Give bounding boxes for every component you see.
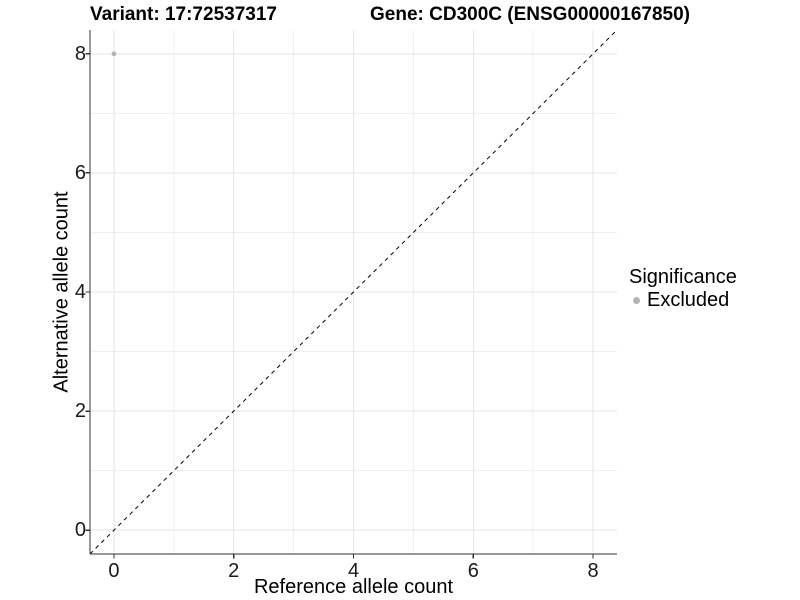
y-tick-label: 6: [74, 161, 86, 184]
x-tick-label: 2: [228, 560, 240, 582]
legend-item-label: Excluded: [647, 288, 730, 311]
legend-item-excluded: Excluded: [629, 289, 737, 311]
x-tick-label: 4: [347, 560, 360, 582]
y-tick-label: 0: [74, 519, 86, 542]
x-tick-label: 8: [587, 560, 599, 582]
variant-title: Variant: 17:72537317: [90, 4, 277, 25]
x-axis-title: Reference allele count: [253, 576, 453, 598]
y-tick-label: 2: [74, 400, 86, 423]
identity-reference-line: [89, 29, 618, 555]
legend-key: [629, 293, 643, 307]
x-tick-label: 6: [467, 560, 479, 582]
legend: Significance Excluded: [629, 266, 737, 311]
excluded-dot-icon: [632, 296, 640, 304]
data-point: [111, 51, 117, 57]
x-tick-label: 0: [108, 560, 120, 582]
y-tick-label: 8: [74, 42, 86, 65]
legend-title: Significance: [629, 266, 737, 288]
gene-title: Gene: CD300C (ENSG00000167850): [370, 4, 691, 25]
y-tick-label: 4: [74, 281, 86, 303]
